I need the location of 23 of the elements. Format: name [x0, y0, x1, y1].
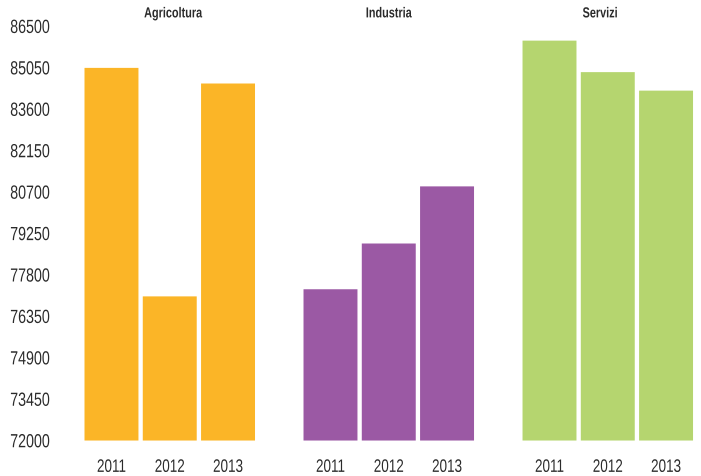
y-tick-label: 83600 [10, 102, 50, 116]
x-tick-label: 2011 [98, 459, 126, 472]
y-tick-label: 86500 [10, 20, 50, 34]
x-tick-label: 2012 [593, 459, 622, 472]
chart-title: Agricoltura [144, 6, 202, 20]
y-tick-label: 82150 [10, 144, 50, 158]
y-tick-label: 80700 [10, 185, 50, 199]
x-tick-label: 2012 [374, 459, 404, 472]
x-tick-label: 2011 [316, 459, 344, 472]
x-tick-label: 2013 [652, 459, 680, 472]
chart-title: Servizi [582, 6, 617, 18]
y-tick-label: 77800 [10, 268, 50, 282]
x-tick-label: 2011 [536, 459, 564, 472]
y-tick-label: 85050 [10, 61, 50, 75]
x-tick-label: 2012 [155, 459, 184, 472]
y-tick-label: 79250 [10, 226, 50, 240]
x-tick-label: 2013 [432, 459, 462, 472]
y-tick-label: 72000 [10, 434, 50, 448]
x-tick-label: 2013 [214, 459, 242, 472]
y-tick-label: 74900 [10, 351, 50, 365]
y-tick-label: 73450 [10, 392, 50, 406]
y-tick-label: 76350 [10, 310, 50, 324]
chart-title: Industria [366, 6, 412, 18]
